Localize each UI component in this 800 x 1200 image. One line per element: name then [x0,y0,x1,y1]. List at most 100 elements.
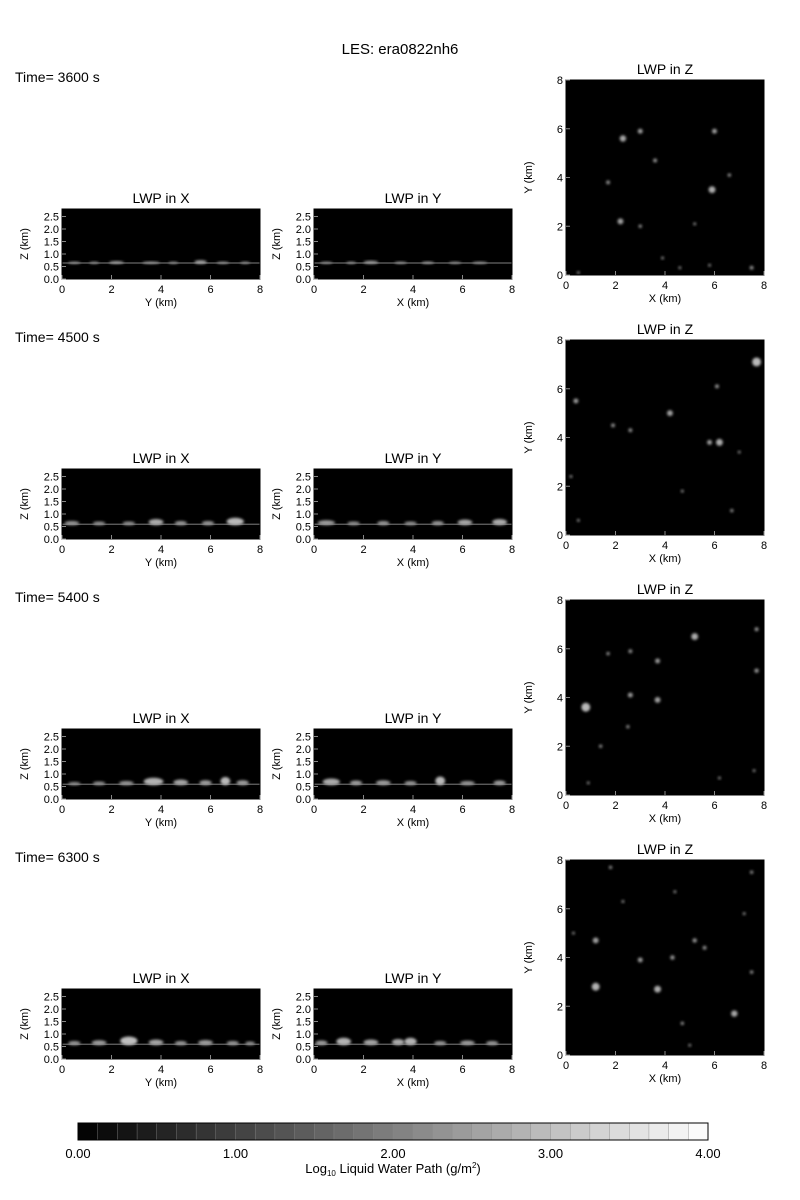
lwp-z-cloud-cell [702,945,707,950]
lwp-z-cloud-cell [754,668,759,673]
lwp-z-title: LWP in Z [637,61,694,77]
lwp-z-ytick-label: 2 [557,1001,563,1013]
lwp-z-cloud-cell [661,256,665,260]
lwp-y-xtick-label: 2 [360,544,366,556]
lwp-x-ytick-label: 0.5 [44,262,59,274]
lwp-y-cloud [457,519,473,526]
lwp-x-ytick-label: 1.0 [44,1029,59,1041]
lwp-x-cloud [122,521,136,526]
lwp-z-xtick-label: 0 [563,280,569,292]
lwp-x-ytick-label: 1.5 [44,1017,59,1029]
lwp-y-cloud [404,521,417,526]
lwp-y-ytick-label: 0.5 [296,782,311,794]
lwp-y-cloud [322,778,340,786]
lwp-x-cloud [120,1036,138,1046]
lwp-x-xlabel: Y (km) [145,817,177,829]
lwp-z-cloud-cell [730,508,734,513]
lwp-y-ytick-label: 0.0 [296,1054,311,1066]
time-label: Time= 3600 s [15,69,100,85]
lwp-z-ytick-label: 2 [557,221,563,233]
colorbar-tick-labels: 0.00 1.00 2.00 3.00 4.00 [65,1146,720,1161]
colorbar-cell [491,1122,512,1141]
lwp-z-cloud-cell [606,180,611,185]
lwp-z-cloud-cell [715,438,723,446]
lwp-z-ytick-label: 6 [557,384,563,396]
colorbar-label-end: ) [476,1161,480,1176]
lwp-z-xlabel: X (km) [649,1073,681,1085]
lwp-x-xtick-label: 2 [108,544,114,556]
colorbar-cell [97,1122,118,1141]
lwp-y-title: LWP in Y [385,970,442,986]
lwp-z-cloud-cell [581,702,591,712]
lwp-z-ylabel: Y (km) [523,421,535,453]
lwp-x-ytick-label: 1.5 [44,757,59,769]
lwp-y-xtick-label: 6 [459,1064,465,1076]
lwp-x-xtick-label: 8 [257,544,263,556]
lwp-x-cloud [226,517,244,526]
lwp-z-ytick-label: 4 [557,953,563,965]
lwp-z-xtick-label: 6 [711,540,717,552]
lwp-z-cloud-cell [576,271,580,275]
lwp-x-cloud [220,777,231,786]
lwp-y-cloud [460,1040,475,1046]
lwp-z-cloud-cell [749,970,754,974]
lwp-x-ytick-label: 1.5 [44,497,59,509]
lwp-y-cloud [404,1037,417,1046]
colorbar-cell [668,1122,689,1141]
lwp-z-cloud-cell [628,649,633,654]
lwp-y-ytick-label: 0.0 [296,274,311,286]
lwp-z-cloud-cell [654,696,661,703]
colorbar-cell [451,1122,473,1141]
lwp-x-cloud [143,777,164,786]
colorbar-cell [294,1122,315,1141]
lwp-y-cloud [493,780,506,786]
lwp-z-ytick-label: 8 [557,595,563,607]
lwp-x-xtick-label: 4 [158,804,164,816]
lwp-y-cloud [472,261,488,264]
lwp-z-cloud-cell [591,982,600,991]
lwp-z-cloud-cell [714,384,719,389]
lwp-z-xtick-label: 2 [612,800,618,812]
lwp-z-cloud-cell [611,423,616,428]
time-label: Time= 6300 s [15,849,100,865]
lwp-x-xtick-label: 2 [108,804,114,816]
lwp-z-ytick-label: 4 [557,173,563,185]
lwp-z-cloud-cell [655,658,661,664]
lwp-z-xtick-label: 2 [612,1060,618,1072]
lwp-y-xtick-label: 6 [459,284,465,296]
lwp-z-cloud-cell [731,1010,738,1017]
lwp-z-cloud-cell [749,870,754,874]
lwp-x-ytick-label: 0.0 [44,794,59,806]
lwp-z-cloud-cell [617,218,624,225]
lwp-y-xtick-label: 0 [311,544,317,556]
lwp-x-cloud [68,1041,81,1046]
lwp-y-ytick-label: 1.0 [296,1029,311,1041]
lwp-y-ytick-label: 1.0 [296,249,311,261]
lwp-z-ylabel: Y (km) [523,161,535,193]
lwp-z-cloud-cell [619,135,627,142]
lwp-z-cloud-cell [592,937,599,944]
lwp-y-cloud [404,781,417,786]
lwp-y-cloud [363,1039,379,1046]
colorbar-cell [569,1122,591,1141]
lwp-z-cloud-cell [737,450,741,454]
colorbar-label-main: Log [305,1161,327,1176]
lwp-x-cloud [168,261,179,264]
lwp-x-ytick-label: 0.0 [44,274,59,286]
lwp-z-cloud-cell [606,651,610,656]
lwp-y-xlabel: X (km) [397,297,429,309]
lwp-y-ytick-label: 2.5 [296,212,311,224]
lwp-z-title: LWP in Z [637,841,694,857]
lwp-x-ytick-label: 0.0 [44,534,59,546]
lwp-z-cloud-cell [576,518,580,522]
lwp-x-cloud [198,1040,213,1046]
lwp-y-field [314,209,512,279]
colorbar-cell [176,1122,197,1141]
colorbar-cell [432,1122,453,1141]
lwp-z-ytick-label: 8 [557,335,563,347]
lwp-x-title: LWP in X [132,970,190,986]
colorbar-cell [117,1122,138,1141]
lwp-y-cloud [349,780,363,786]
